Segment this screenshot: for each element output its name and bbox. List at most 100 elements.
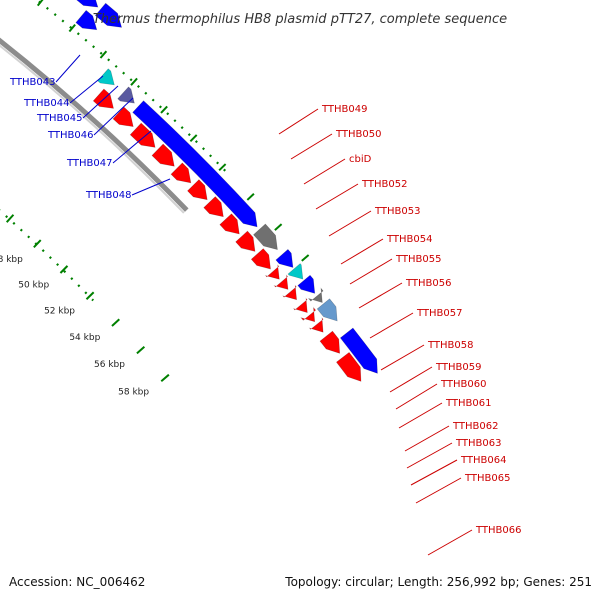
gene-TTHB061[interactable] [282,284,297,301]
label-leader-line [369,312,414,339]
kbp-tick-label: 56 kbp [94,360,125,370]
kbp-tick-mark-outer [246,193,255,201]
kbp-tick-mark-outer [130,77,138,86]
gene-cyan-2[interactable] [287,263,304,280]
kbp-tick-mark [160,373,170,382]
label-leader-line [410,459,458,486]
gene-label-TTHB056[interactable]: TTHB056 [405,278,452,289]
gene-label-TTHB048[interactable]: TTHB048 [85,190,132,201]
label-leader-line [69,75,104,104]
kbp-tick-mark-outer [189,134,198,143]
kbp-tick-mark [33,239,42,248]
gene-label-TTHB062[interactable]: TTHB062 [452,421,499,432]
gene-label-TTHB045[interactable]: TTHB045 [36,113,83,124]
gene-blue-operon[interactable] [132,100,258,228]
gene-label-TTHB066[interactable]: TTHB066 [475,525,522,536]
gene-label-TTHB043[interactable]: TTHB043 [9,77,56,88]
gene-label-TTHB061[interactable]: TTHB061 [445,398,492,409]
kbp-tick-mark [111,318,120,327]
gene-cbiD[interactable] [129,122,156,148]
kbp-tick-mark-outer [99,50,108,59]
label-leader-line [358,282,403,309]
gene-label-TTHB050[interactable]: TTHB050 [335,129,382,140]
kbp-tick-label: 58 kbp [118,388,149,398]
gene-TTHB048[interactable] [75,9,98,31]
gene-TTHB053[interactable] [170,162,192,184]
gene-label-TTHB049[interactable]: TTHB049 [321,104,368,115]
label-layer: TTHB043 TTHB044 TTHB045 TTHB046 TTHB047 TTHB0… [9,54,522,556]
map-title: Thermus thermophilus HB8 plasmid pTT27, … [93,12,507,27]
kbp-tick-mark-outer [301,254,310,262]
gene-label-TTHB060[interactable]: TTHB060 [440,379,487,390]
topology-text: Topology: circular; Length: 256,992 bp; … [284,575,592,589]
label-leader-line [406,442,453,469]
gene-TTHB047b[interactable] [55,0,99,8]
gene-TTHB052[interactable] [151,143,175,167]
feature-layer [55,0,378,382]
label-leader-line [389,366,433,393]
label-leader-line [398,402,443,429]
gene-label-TTHB059[interactable]: TTHB059 [435,362,482,373]
gene-gray-1[interactable] [253,223,278,250]
gene-blue-3[interactable] [297,274,316,294]
kbp-tick-mark-outer [218,163,227,172]
gene-slate-1[interactable] [117,86,135,104]
gene-label-TTHB057[interactable]: TTHB057 [416,308,463,319]
label-leader-line [82,85,119,119]
backbone-ring-shadow [0,44,185,214]
label-leader-line [131,178,171,196]
label-leader-line [112,130,152,164]
gene-TTHB056[interactable] [219,213,240,235]
label-leader-line [349,258,393,285]
gene-TTHB060[interactable] [273,274,289,290]
gene-TTHB062[interactable] [292,297,308,314]
label-leader-line [55,54,81,83]
label-leader-line [278,108,319,135]
gene-label-TTHB044[interactable]: TTHB044 [23,98,70,109]
label-leader-line [404,425,450,452]
kbp-tick-mark [85,291,95,300]
gene-TTHB057[interactable] [235,230,256,252]
gene-cyan-1[interactable] [97,68,115,86]
gene-label-TTHB065[interactable]: TTHB065 [464,473,511,484]
gene-label-TTHB046[interactable]: TTHB046 [47,130,94,141]
kbp-tick-mark-outer [36,0,44,7]
ruler-circle-outer [35,0,228,173]
gene-TTHB058[interactable] [250,248,271,270]
gene-label-TTHB058[interactable]: TTHB058 [427,340,474,351]
gene-TTHB054[interactable] [187,179,208,201]
kbp-tick-label: 52 kbp [44,306,75,316]
gene-TTHB050[interactable] [112,106,134,127]
kbp-tick-mark-outer [68,23,76,33]
label-leader-line [380,344,425,371]
gene-label-cbiD[interactable]: cbiD [349,154,372,165]
gene-TTHB066[interactable] [336,351,362,382]
backbone-ring [0,37,189,212]
gene-TTHB063[interactable] [300,306,317,323]
kbp-tick-mark-outer [274,223,283,231]
gene-label-TTHB047[interactable]: TTHB047 [66,158,113,169]
gene-label-TTHB063[interactable]: TTHB063 [455,438,502,449]
kbp-tick-label: 50 kbp [18,280,49,290]
gene-TTHB059[interactable] [264,264,280,280]
kbp-tick-label: 48 kbp [0,255,23,265]
gene-label-TTHB055[interactable]: TTHB055 [395,254,442,265]
label-leader-line [415,477,462,504]
label-leader-line [93,97,134,136]
ruler-layer: 36 kbp38 kbp40 kbp42 kbp44 kbp46 kbp48 k… [0,0,310,398]
gene-label-TTHB054[interactable]: TTHB054 [386,234,433,245]
gene-gray-2[interactable] [307,287,324,303]
gene-label-TTHB053[interactable]: TTHB053 [374,206,421,217]
gene-TTHB064[interactable] [308,317,324,333]
gene-label-TTHB052[interactable]: TTHB052 [361,179,408,190]
gene-TTHB065[interactable] [319,330,341,354]
gene-steel-1[interactable] [316,298,338,322]
gene-TTHB048b[interactable] [94,2,123,28]
gene-label-TTHB064[interactable]: TTHB064 [460,455,507,466]
label-leader-line [328,210,372,237]
gene-blue-4[interactable] [339,327,378,374]
gene-blue-2[interactable] [275,249,294,268]
label-leader-line [290,133,333,160]
gene-TTHB055[interactable] [203,196,224,218]
